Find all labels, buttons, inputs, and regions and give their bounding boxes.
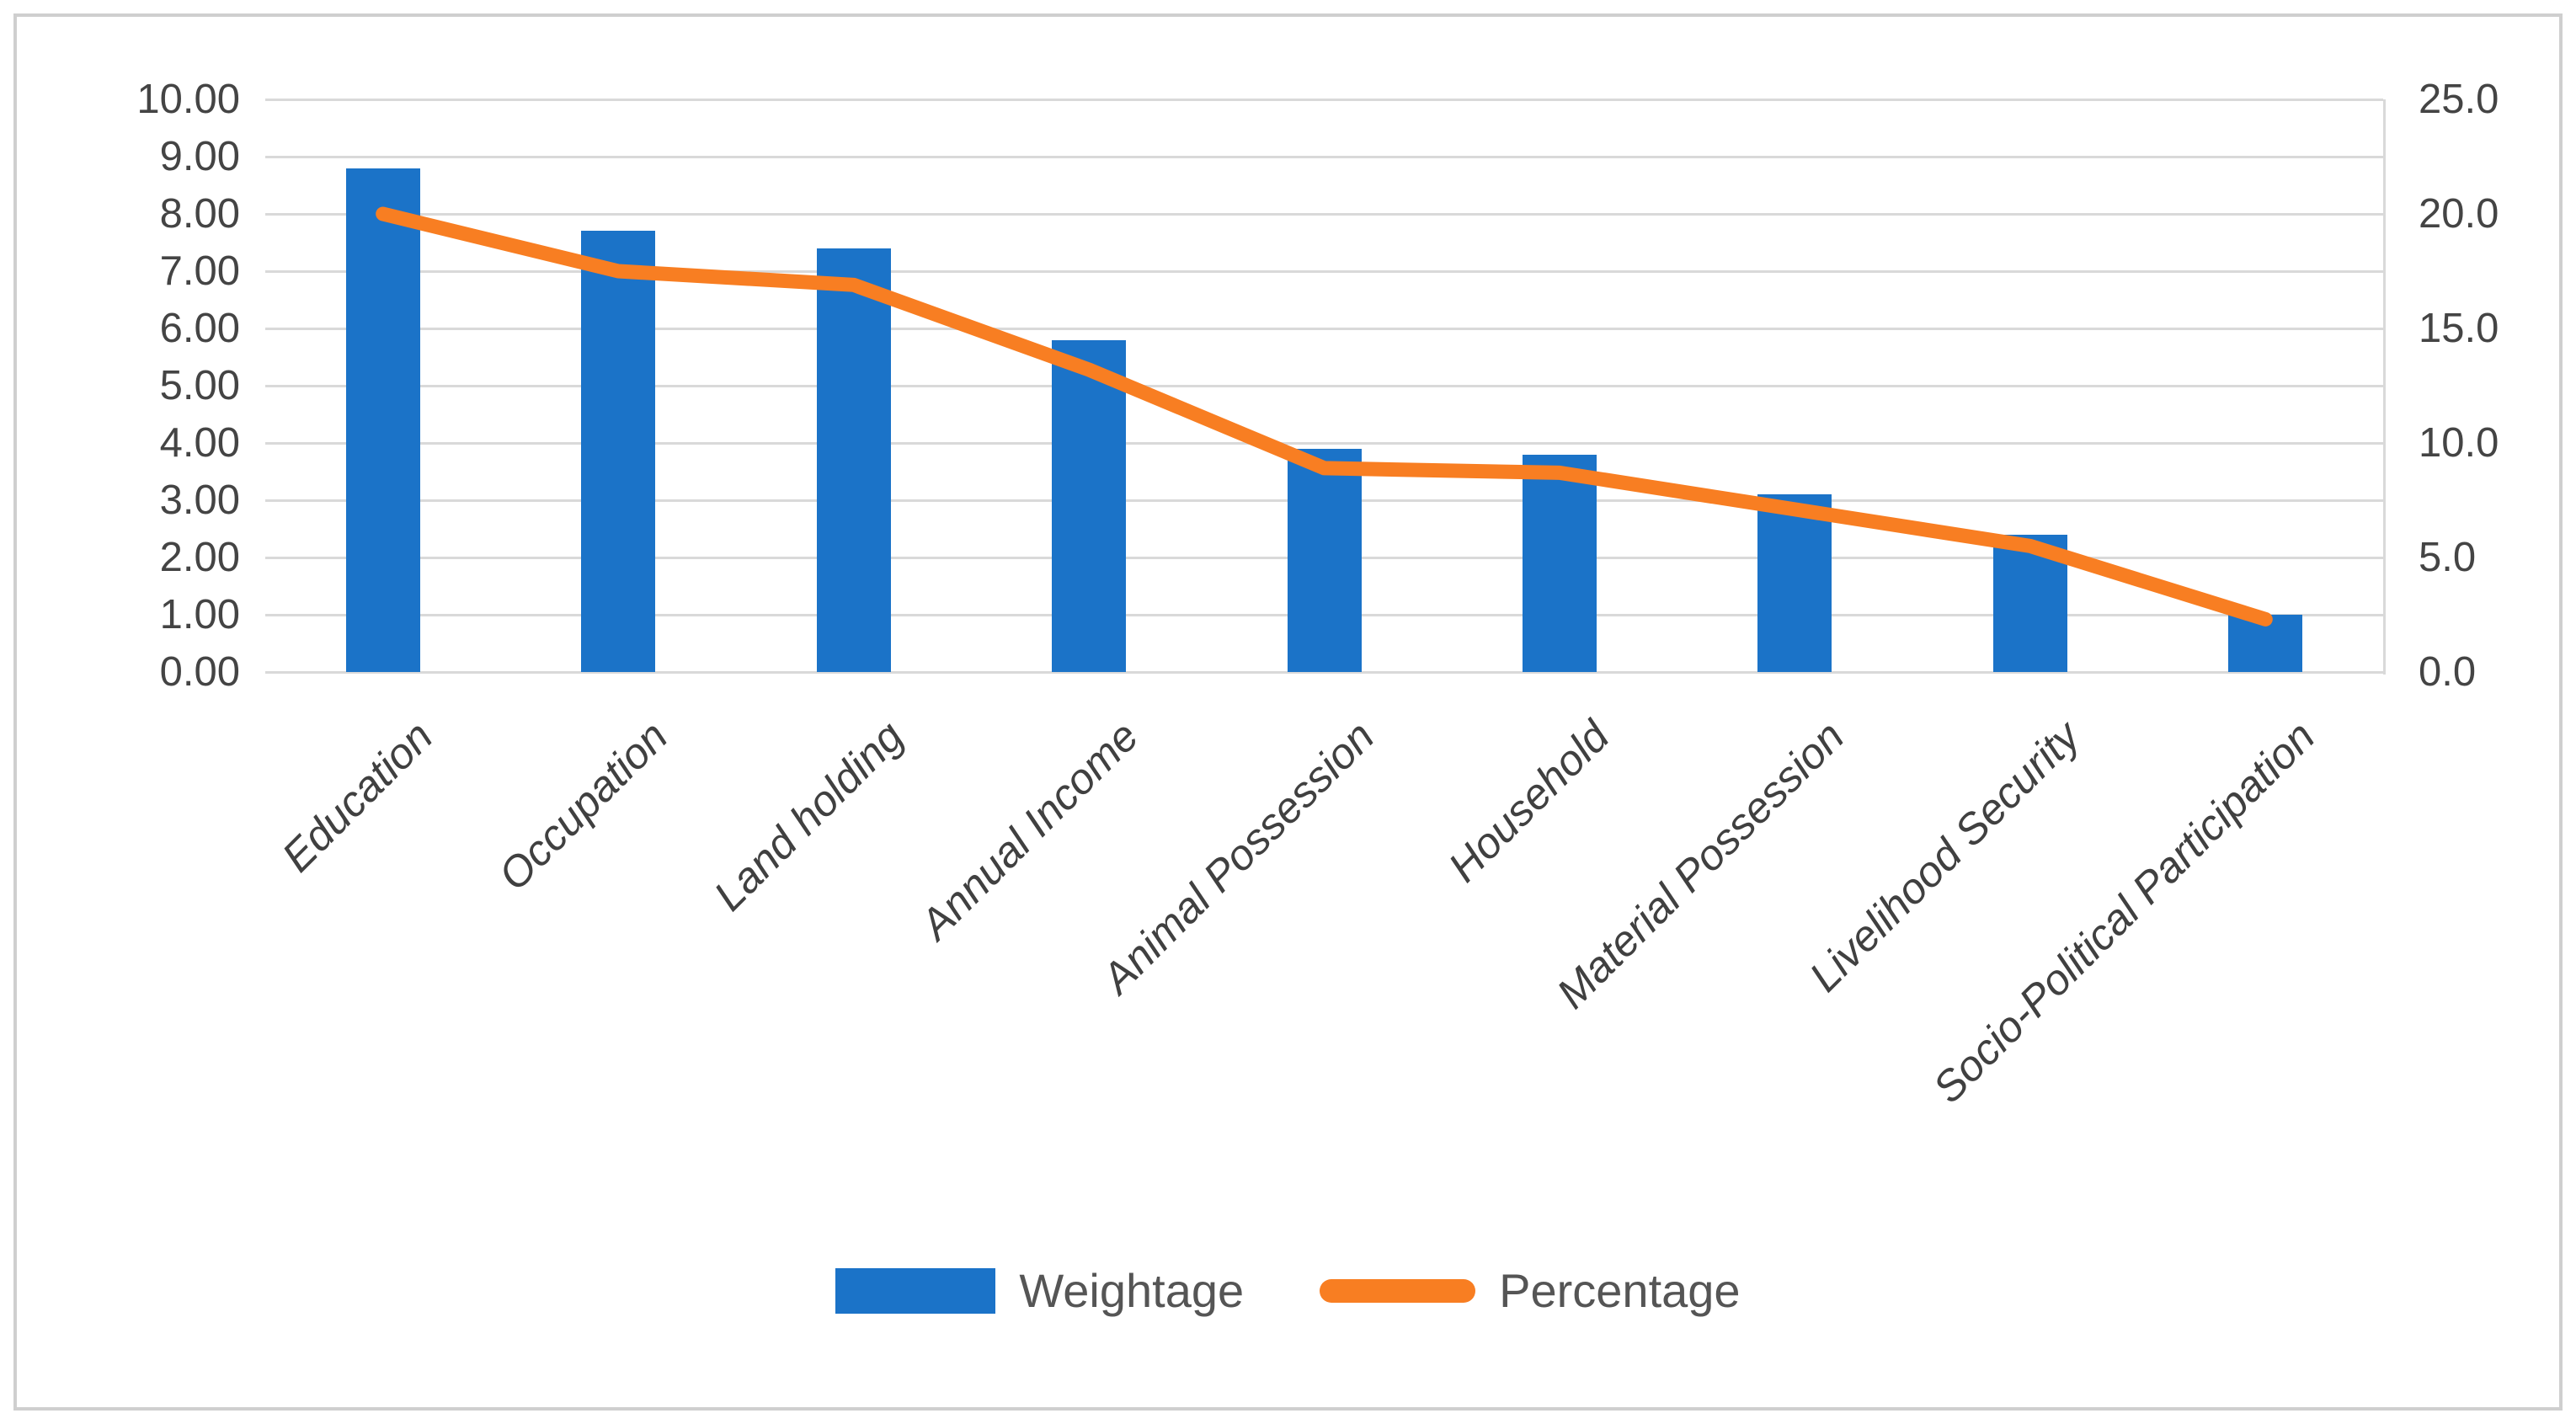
plot-area [265,98,2383,674]
left-axis-tick-label: 5.00 [159,363,240,408]
chart-frame-border [13,13,2563,1411]
gridline [265,670,2383,674]
left-axis-tick-label: 9.00 [159,134,240,179]
gridline [265,327,2383,330]
weightage-bar [1052,339,1127,672]
right-axis-tick-label: 20.0 [2419,191,2499,237]
weightage-bar [816,248,891,672]
weightage-bar [1287,448,1362,672]
left-axis-tick-label: 3.00 [159,477,240,523]
weightage-bar [1757,494,1832,672]
right-axis-tick-label: 15.0 [2419,306,2499,351]
right-axis-tick-label: 25.0 [2419,77,2499,122]
legend-swatch-weightage-icon [835,1267,996,1314]
left-axis-tick-label: 8.00 [159,191,240,237]
gridline [265,441,2383,445]
left-axis-tick-label: 1.00 [159,592,240,637]
left-axis-tick-label: 4.00 [159,420,240,466]
right-axis-tick-label: 5.0 [2419,535,2477,580]
legend: Weightage Percentage [0,1263,2576,1318]
right-axis-tick-label: 10.0 [2419,420,2499,466]
legend-label-percentage: Percentage [1499,1264,1741,1317]
right-axis-tick-label: 0.0 [2419,649,2477,695]
gridline [265,98,2383,101]
left-axis-tick-label: 0.00 [159,649,240,695]
weightage-bar [581,231,656,672]
weightage-bar [1522,454,1597,672]
legend-swatch-percentage-icon [1320,1278,1476,1303]
gridline [265,269,2383,273]
gridline [265,212,2383,216]
left-axis-tick-label: 6.00 [159,306,240,351]
right-axis-line [2383,99,2386,675]
percentage-line [376,206,2273,627]
gridline [265,384,2383,387]
legend-label-weightage: Weightage [1019,1264,1245,1317]
left-axis-tick-label: 10.00 [136,77,240,122]
weightage-bar [345,168,420,672]
left-axis-tick-label: 7.00 [159,248,240,294]
gridline [265,155,2383,158]
legend-item-percentage: Percentage [1320,1263,1741,1318]
left-axis-tick-label: 2.00 [159,535,240,580]
legend-item-weightage: Weightage [835,1263,1244,1318]
